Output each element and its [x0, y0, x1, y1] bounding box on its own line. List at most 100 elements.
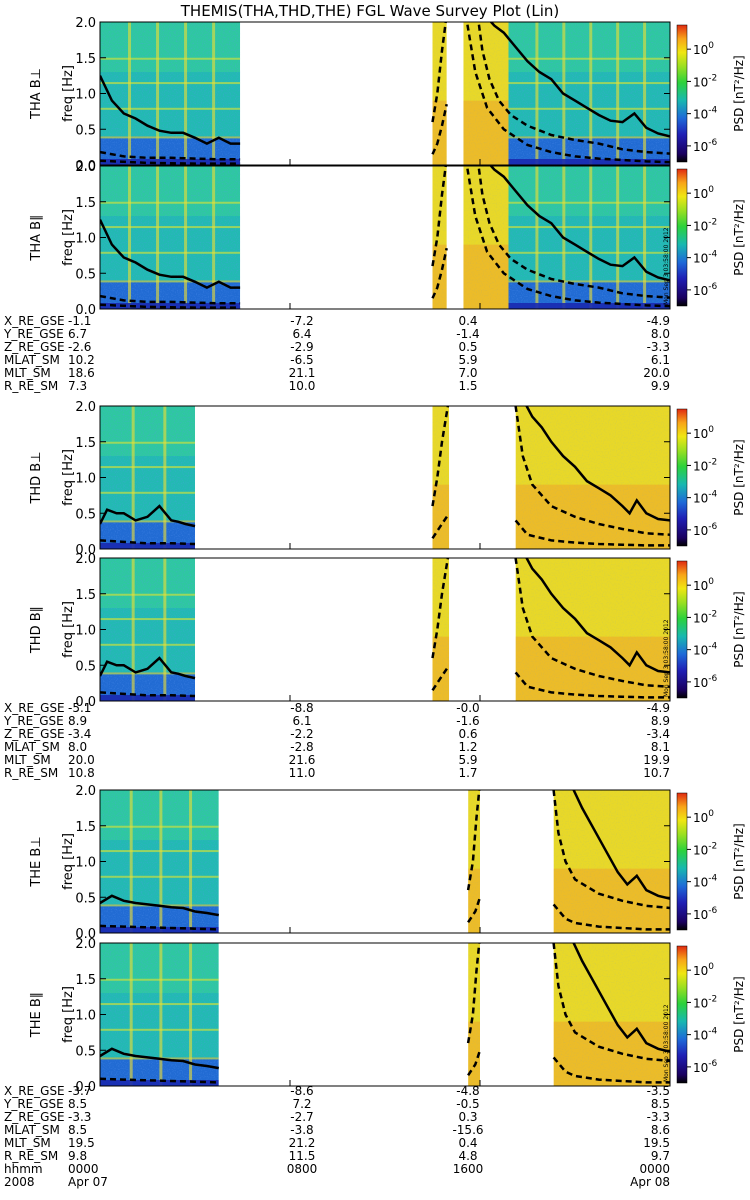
spectrogram-fill — [100, 406, 670, 549]
dashed-frequency-curve — [466, 943, 481, 1044]
colorbar-scale — [676, 168, 688, 307]
y-tick-label: 0.5 — [75, 267, 96, 282]
ephemeris-value: 21.2 — [289, 1136, 316, 1150]
data-gap — [195, 558, 433, 701]
y-tick-label: 1.5 — [75, 196, 96, 211]
ephemeris-row-label: Y_RE_GSE — [3, 327, 64, 341]
colorbar-tick-label: 100 — [693, 41, 714, 57]
colorbar-tick-label: 100 — [693, 962, 714, 978]
solid-frequency-curve — [100, 1047, 220, 1070]
solid-frequency-curve — [100, 75, 241, 145]
y-tick-label: 0.5 — [75, 123, 96, 138]
colorbar-tick-label: 10-2 — [693, 73, 717, 89]
colorbar-tick-label: 100 — [693, 577, 714, 593]
ephemeris-row-label: R_RE_SM — [4, 766, 58, 780]
ephemeris-value: -3.8 — [290, 1123, 313, 1137]
dashed-frequency-curve — [431, 512, 451, 539]
dashed-frequency-curve — [552, 1056, 670, 1084]
ephemeris-value: 0.3 — [458, 1110, 477, 1124]
y-tick-label: 1.5 — [75, 820, 96, 835]
ephemeris-value: -1.6 — [456, 714, 479, 728]
panel-label: THE B⊥ — [29, 836, 44, 887]
ephemeris-value: 7.3 — [68, 379, 87, 393]
y-tick-label: 1.0 — [75, 232, 96, 247]
y-axis-label: freq [Hz] — [61, 601, 76, 658]
spectrogram-fill — [100, 943, 670, 1086]
y-tick-label: 0.0 — [75, 1080, 96, 1095]
ephemeris-value: 10.7 — [643, 766, 670, 780]
y-tick-label: 1.0 — [75, 624, 96, 639]
ephemeris-value: 6.1 — [651, 353, 670, 367]
ephemeris-value: -2.2 — [290, 727, 313, 741]
ephemeris-value: -8.6 — [290, 1084, 313, 1098]
y-axis-label: freq [Hz] — [61, 833, 76, 890]
panel-label: THD B⊥ — [29, 451, 44, 504]
panel-label: THE B∥ — [29, 992, 44, 1038]
dashed-frequency-curve — [465, 22, 670, 164]
ephemeris-row-label: MLT_SM — [4, 366, 51, 380]
y-tick-label: 0.0 — [75, 543, 96, 558]
ephemeris-value: 8.1 — [651, 740, 670, 754]
ephemeris-value: 19.9 — [643, 753, 670, 767]
colorbar-tick-label: 10-2 — [693, 841, 717, 857]
ephemeris-value: 8.0 — [651, 327, 670, 341]
ephemeris-value: -4.8 — [456, 1084, 479, 1098]
spectrogram-fill — [100, 166, 670, 309]
ephemeris-row-label: Y_RE_GSE — [3, 1097, 64, 1111]
dashed-frequency-curve — [100, 159, 241, 165]
solid-frequency-curve — [100, 504, 196, 528]
ephemeris-value: 6.4 — [292, 327, 311, 341]
data-gap — [446, 166, 464, 309]
data-gap — [240, 22, 433, 165]
ephemeris-value: 9.8 — [68, 1149, 87, 1163]
y-tick-label: 1.5 — [75, 436, 96, 451]
ephemeris-value: 21.6 — [289, 753, 316, 767]
data-gap — [480, 943, 554, 1086]
colorbar-tick-label: 10-6 — [693, 1059, 718, 1075]
colorbar: 100 10-2 10-4 10-6 PSD [nT²/Hz] — [676, 24, 746, 163]
colorbar-scale — [676, 408, 688, 547]
y-tick-label: 0.0 — [75, 695, 96, 710]
solid-frequency-curve — [525, 558, 670, 674]
dashed-frequency-curve — [431, 103, 448, 155]
ephemeris-value: 0000 — [639, 1162, 670, 1176]
ephemeris-value: -1.4 — [456, 327, 479, 341]
ephemeris-value: -8.8 — [290, 701, 313, 715]
ephemeris-value: Apr 08 — [630, 1175, 670, 1189]
ephemeris-row-label: X_RE_GSE — [4, 314, 65, 328]
ephemeris-value: -3.4 — [68, 727, 91, 741]
ephemeris-row-label: MLT_SM — [4, 753, 51, 767]
dashed-frequency-curve — [514, 519, 670, 547]
dashed-frequency-curve — [431, 166, 448, 267]
y-tick-label: 0.0 — [75, 159, 96, 174]
colorbar-label: PSD [nT²/Hz] — [732, 199, 746, 275]
colorbar: 100 10-2 10-4 10-6 PSD [nT²/Hz] — [676, 792, 746, 931]
timestamp-stamp: Mon Sep 3 03:58:00 2012 — [663, 227, 670, 305]
colorbar-tick-label: 10-4 — [693, 874, 718, 890]
colorbar-tick-label: 10-4 — [693, 1027, 718, 1043]
solid-frequency-curve — [525, 406, 670, 522]
ephemeris-table-tha: X_RE_GSEY_RE_GSEZ_RE_GSEMLAT_SMMLT_SMR_R… — [3, 314, 670, 393]
dashed-frequency-curve — [431, 247, 448, 299]
ephemeris-value: 6.7 — [68, 327, 87, 341]
spectrogram-panel-tha-bperp: 0.0 0.5 1.0 1.5 2.0 freq [Hz] THA B⊥ 100 10-2 10-… — [29, 16, 746, 174]
colorbar-tick-label: 10-4 — [693, 106, 718, 122]
ephemeris-value: 19.5 — [68, 1136, 95, 1150]
colorbar-label: PSD [nT²/Hz] — [732, 591, 746, 667]
ephemeris-value: 8.5 — [68, 1097, 87, 1111]
y-tick-label: 2.0 — [75, 552, 96, 567]
colorbar-label: PSD [nT²/Hz] — [732, 439, 746, 515]
colorbar-tick-label: 10-4 — [693, 642, 718, 658]
ephemeris-value: 8.0 — [68, 740, 87, 754]
ephemeris-value: 11.0 — [289, 766, 316, 780]
ephemeris-value: 11.5 — [289, 1149, 316, 1163]
dashed-frequency-curve — [477, 166, 670, 299]
colorbar: 100 10-2 10-4 10-6 PSD [nT²/Hz] — [676, 408, 746, 547]
y-tick-label: 1.0 — [75, 88, 96, 103]
ephemeris-table-thd: X_RE_GSEY_RE_GSEZ_RE_GSEMLAT_SMMLT_SMR_R… — [3, 701, 670, 780]
y-axis-label: freq [Hz] — [61, 449, 76, 506]
spectrogram-fill — [100, 790, 670, 933]
y-tick-label: 1.5 — [75, 52, 96, 67]
timestamp-stamp: Mon Sep 3 03:58:00 2012 — [663, 1004, 670, 1082]
ephemeris-value: 18.6 — [68, 366, 95, 380]
